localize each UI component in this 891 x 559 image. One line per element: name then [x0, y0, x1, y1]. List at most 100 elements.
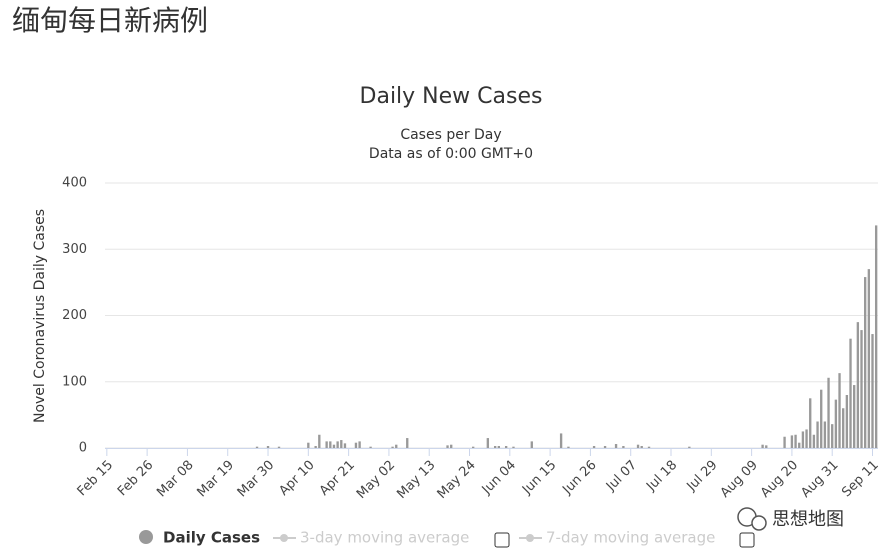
bar	[486, 438, 490, 448]
bar	[255, 446, 259, 448]
x-tick-label: Jun 26	[559, 458, 599, 498]
bar	[834, 399, 838, 448]
bar	[809, 398, 812, 448]
bar	[805, 429, 808, 448]
bar	[820, 389, 823, 448]
y-tick-label: 100	[62, 374, 87, 389]
bar	[340, 440, 343, 448]
bar	[493, 446, 497, 448]
chart-subtitle: Cases per Day	[400, 127, 501, 143]
x-tick-label: Feb 26	[115, 458, 157, 500]
bar	[354, 442, 358, 448]
bar	[845, 395, 849, 448]
legend-label[interactable]: 3-day moving average	[300, 529, 469, 547]
bar	[369, 446, 372, 448]
bar	[406, 438, 409, 448]
bar	[849, 338, 852, 448]
bar	[874, 225, 878, 448]
watermark-icon	[751, 515, 767, 531]
bar	[827, 377, 830, 448]
bar	[871, 334, 874, 448]
bar	[853, 385, 856, 448]
x-tick-label: Aug 31	[798, 458, 841, 501]
page-title: 缅甸每日新病例	[12, 4, 208, 37]
x-tick-label: Apr 21	[317, 458, 358, 499]
bar	[567, 446, 570, 448]
bar	[688, 446, 691, 448]
chart-subtitle: Data as of 0:00 GMT+0	[369, 146, 533, 162]
legend: Daily Cases 3-day moving average 7-day m…	[139, 529, 755, 548]
x-tick-label: Mar 30	[235, 458, 278, 501]
bar	[318, 434, 321, 448]
bar	[343, 443, 347, 448]
y-tick-label: 200	[62, 308, 87, 323]
x-tick-label: Jul 18	[643, 458, 680, 495]
bar	[640, 446, 643, 448]
legend-marker[interactable]	[280, 534, 288, 542]
bar	[277, 446, 281, 448]
chart-title: Daily New Cases	[360, 84, 543, 109]
y-tick-label: 300	[62, 242, 87, 257]
x-tick-label: Jul 29	[684, 458, 721, 495]
bar	[647, 446, 651, 448]
bar	[860, 330, 863, 448]
x-tick-label: Aug 09	[718, 458, 761, 501]
bar	[636, 444, 640, 448]
x-tick-label: Aug 20	[758, 458, 801, 501]
bar	[497, 446, 500, 448]
bar	[391, 446, 394, 448]
bar	[332, 444, 336, 448]
bar	[266, 446, 270, 448]
bar	[358, 441, 361, 448]
x-tick-label: Mar 08	[154, 458, 197, 501]
x-tick-label: May 13	[394, 458, 438, 502]
legend-marker[interactable]	[526, 534, 534, 542]
x-tick-label: Mar 19	[194, 458, 237, 501]
bar	[395, 444, 398, 448]
x-tick-label: Jun 04	[479, 458, 519, 498]
bar	[783, 436, 786, 448]
bar	[823, 421, 827, 448]
bar	[801, 431, 805, 448]
bar	[472, 446, 475, 448]
bar	[307, 442, 310, 448]
bar	[761, 444, 764, 448]
x-tick-label: Feb 15	[75, 458, 117, 500]
checkbox[interactable]	[494, 532, 510, 548]
bar	[530, 441, 533, 448]
legend-label[interactable]: 7-day moving average	[546, 529, 715, 547]
x-tick-label: Sep 11	[839, 458, 882, 501]
bar	[450, 444, 453, 448]
x-tick-label: May 24	[435, 458, 479, 502]
legend-label[interactable]: Daily Cases	[163, 529, 260, 547]
x-tick-label: Apr 10	[276, 458, 317, 499]
bar	[614, 444, 618, 448]
bar	[838, 373, 841, 448]
y-tick-label: 0	[79, 441, 87, 456]
y-tick-label: 400	[62, 176, 87, 191]
x-tick-label: Jun 15	[519, 458, 559, 498]
bar	[314, 446, 317, 448]
x-tick-label: Jul 07	[603, 458, 640, 495]
bar	[446, 445, 449, 448]
bar	[790, 435, 794, 448]
bar	[765, 445, 768, 448]
y-axis-label: Novel Coronavirus Daily Cases	[32, 209, 48, 423]
bar	[336, 441, 339, 448]
bar	[867, 269, 871, 448]
bar	[329, 441, 332, 448]
checkbox[interactable]	[739, 532, 755, 548]
bar	[603, 446, 607, 448]
watermark-text: 思想地图	[772, 509, 844, 530]
bar	[812, 434, 816, 448]
watermark: 思想地图	[737, 507, 844, 531]
bar	[798, 442, 801, 448]
bar	[592, 446, 596, 448]
bar	[559, 433, 563, 448]
bar	[831, 424, 834, 448]
bar	[856, 322, 860, 448]
legend-marker[interactable]	[139, 530, 153, 544]
bar	[512, 446, 515, 448]
bar	[816, 421, 819, 448]
